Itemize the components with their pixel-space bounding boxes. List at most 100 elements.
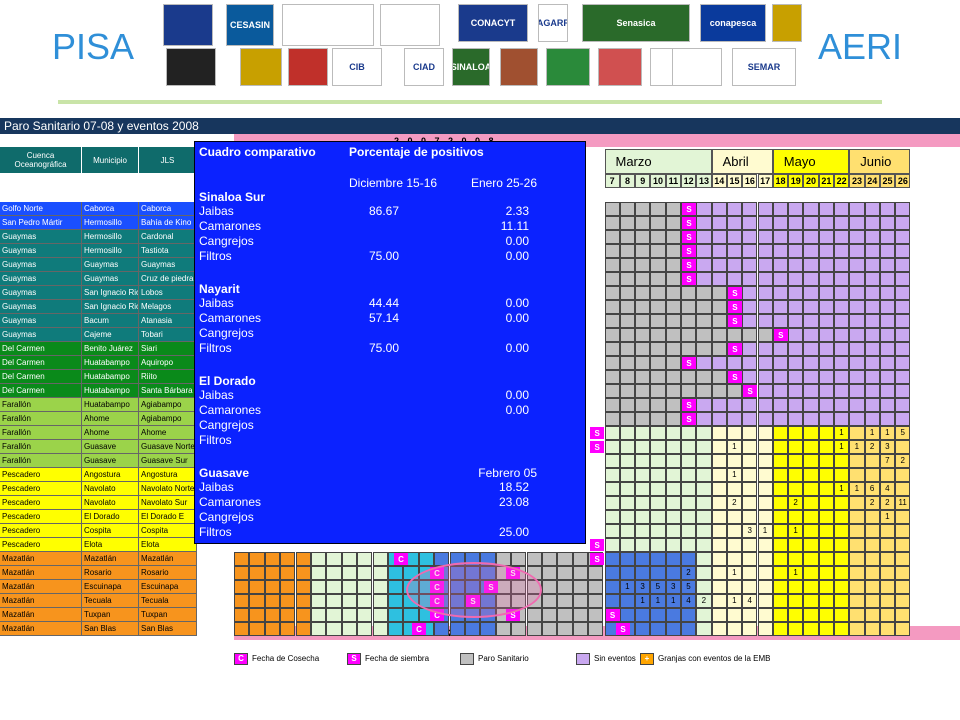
row-cell-jls: Angostura xyxy=(139,468,197,482)
grid-cell xyxy=(742,510,758,524)
sheet-row: Pescadero El Dorado El Dorado E xyxy=(0,510,234,524)
sowing-marker: S xyxy=(727,343,742,355)
grid-cell xyxy=(665,426,681,440)
grid-cell xyxy=(879,384,896,398)
grid-cell xyxy=(572,566,589,580)
grid-cell xyxy=(849,258,865,272)
overlay-value-ene: 0.00 xyxy=(505,234,529,248)
sheet-row: Guaymas San Ignacio Rio Melagos xyxy=(0,300,234,314)
grid-cell xyxy=(772,202,789,216)
event-count: 1 xyxy=(732,596,737,605)
grid-cell xyxy=(879,328,896,342)
grid-cell xyxy=(803,482,819,496)
grid-cell xyxy=(849,314,865,328)
grid-cell xyxy=(818,510,834,524)
grid-cell xyxy=(834,328,850,342)
grid-cell xyxy=(864,244,880,258)
grid-cell xyxy=(711,538,727,552)
grid-cell xyxy=(711,342,727,356)
row-cell-cuenca: Pescadero xyxy=(0,496,82,510)
row-cell-cuenca: Guaymas xyxy=(0,244,82,258)
grid-cell xyxy=(834,286,850,300)
row-cell-municipio: Hermosillo xyxy=(82,230,139,244)
grid-cell xyxy=(803,202,819,216)
grid-cell xyxy=(803,314,819,328)
row-cell-cuenca: Mazatlán xyxy=(0,566,82,580)
week-number: 20 xyxy=(803,174,819,188)
grid-cell xyxy=(879,622,896,636)
grid-cell xyxy=(604,370,620,384)
grid-cell xyxy=(635,216,651,230)
grid-cell xyxy=(696,244,712,258)
comparison-table-overlay: Cuadro comparativo Porcentaje de positivo… xyxy=(194,141,586,544)
grid-cell xyxy=(818,552,834,566)
grid-cell xyxy=(864,370,880,384)
legend-label: Sin eventos xyxy=(594,654,636,663)
grid-cell xyxy=(772,510,789,524)
grid-cell xyxy=(604,426,620,440)
grid-cell xyxy=(895,524,911,538)
overlay-value-dec: 57.14 xyxy=(368,311,399,325)
grid-cell xyxy=(757,552,773,566)
grid-cell xyxy=(372,552,388,566)
sheet-row: Pescadero Cospita Cospita xyxy=(0,524,234,538)
grid-cell xyxy=(635,258,651,272)
grid-cell xyxy=(726,244,743,258)
grid-cell xyxy=(665,272,681,286)
grid-cell xyxy=(557,594,573,608)
grid-cell xyxy=(879,440,896,454)
grid-cell xyxy=(742,356,758,370)
aeri-brand: AERI xyxy=(818,26,903,67)
row-cell-municipio: Bacum xyxy=(82,314,139,328)
grid-cell xyxy=(879,580,896,594)
grid-cell xyxy=(742,314,758,328)
grid-cell xyxy=(665,244,681,258)
grid-cell xyxy=(650,216,666,230)
grid-cell xyxy=(726,496,743,510)
grid-cell xyxy=(772,300,789,314)
sowing-marker: S xyxy=(682,217,696,229)
overlay-value-dec: 44.44 xyxy=(368,296,399,310)
grid-cell xyxy=(742,272,758,286)
grid-cell xyxy=(879,496,896,510)
sowing-marker: S xyxy=(682,259,696,271)
grid-cell xyxy=(650,496,666,510)
grid-cell xyxy=(696,608,712,622)
event-count: 2 xyxy=(885,498,890,507)
grid-cell xyxy=(849,524,865,538)
overlay-value-ene: 0.00 xyxy=(505,296,529,310)
grid-cell xyxy=(264,552,281,566)
grid-cell xyxy=(772,552,789,566)
grid-cell xyxy=(834,244,850,258)
grid-cell xyxy=(357,608,373,622)
grid-cell xyxy=(635,356,651,370)
grid-cell xyxy=(696,566,712,580)
grid-cell xyxy=(803,580,819,594)
grid-cell xyxy=(788,566,804,580)
sowing-marker: S xyxy=(682,203,696,215)
grid-cell xyxy=(619,454,636,468)
grid-cell xyxy=(650,230,666,244)
row-cell-municipio: Huatabampo xyxy=(82,384,139,398)
row-cell-jls: Melagos xyxy=(139,300,197,314)
grid-cell xyxy=(234,622,250,636)
grid-cell xyxy=(665,622,681,636)
row-cell-jls: San Blas xyxy=(139,622,197,636)
grid-cell xyxy=(681,580,697,594)
week-number: 26 xyxy=(895,174,911,188)
logo-1 xyxy=(163,4,213,46)
grid-cell xyxy=(234,594,250,608)
grid-cell xyxy=(372,580,388,594)
grid-cell xyxy=(849,426,865,440)
grid-cell xyxy=(834,216,850,230)
week-number: 14 xyxy=(711,174,727,188)
grid-cell xyxy=(249,552,265,566)
sowing-marker: S xyxy=(773,329,788,341)
event-count: 2 xyxy=(869,498,875,507)
grid-cell xyxy=(757,608,773,622)
grid-cell xyxy=(604,454,620,468)
grid-cell xyxy=(757,300,773,314)
sowing-marker: S xyxy=(682,357,696,369)
grid-cell xyxy=(803,524,819,538)
grid-cell xyxy=(803,300,819,314)
